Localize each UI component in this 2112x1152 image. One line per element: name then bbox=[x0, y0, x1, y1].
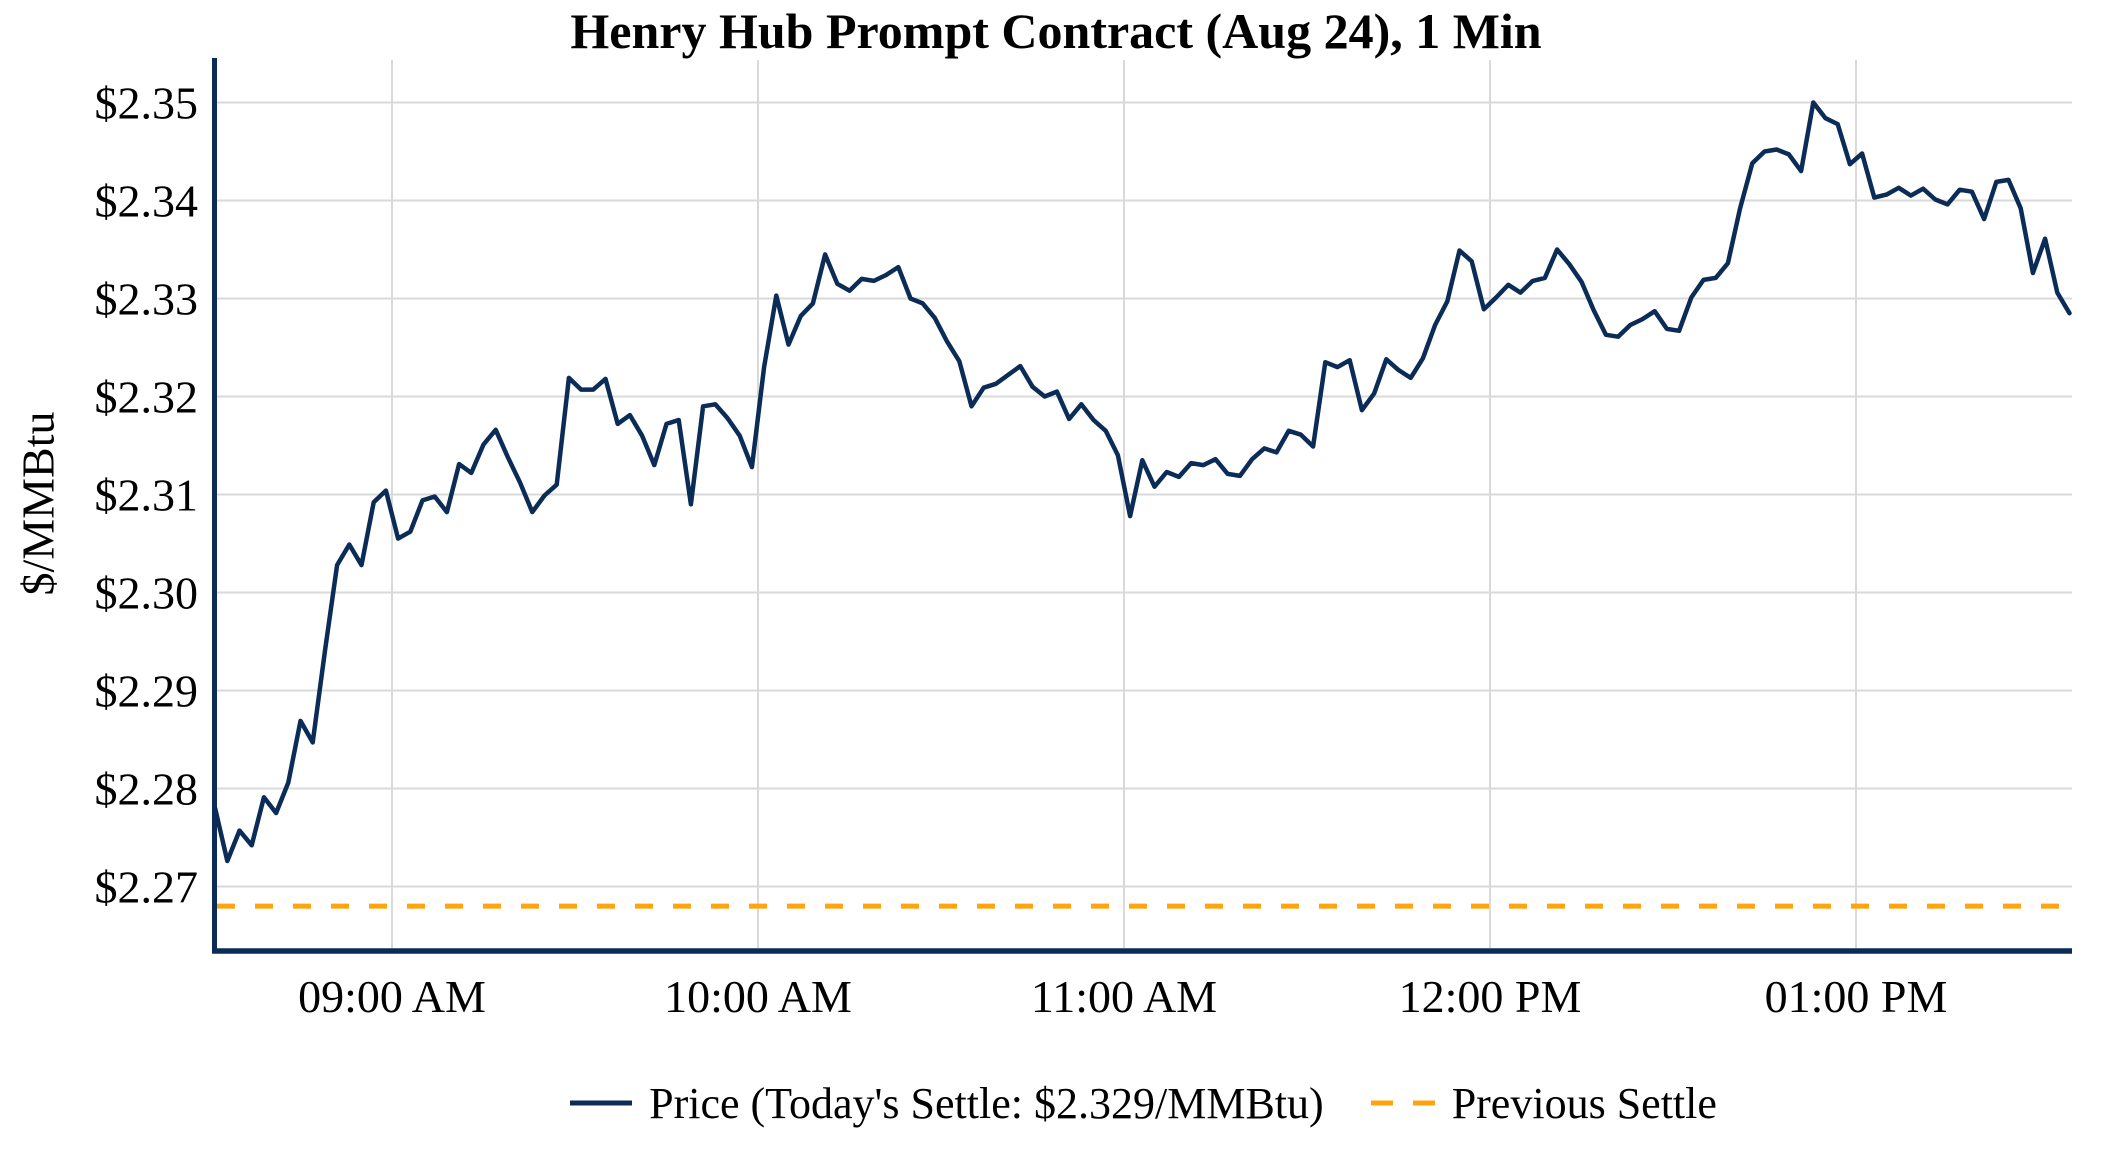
x-tick-label: 12:00 PM bbox=[1399, 971, 1582, 1022]
price-line-swatch bbox=[570, 1100, 633, 1106]
x-tick-label: 11:00 AM bbox=[1031, 971, 1217, 1022]
chart-legend: Price (Today's Settle: $2.329/MMBtu) Pre… bbox=[214, 1068, 2072, 1138]
price-line bbox=[212, 100, 2072, 864]
y-tick-label: $2.27 bbox=[95, 862, 199, 913]
y-tick-label: $2.29 bbox=[95, 666, 199, 717]
y-tick-label: $2.32 bbox=[95, 372, 199, 423]
previous-settle-swatch bbox=[1370, 1100, 1435, 1106]
y-tick-label: $2.28 bbox=[95, 764, 199, 815]
x-tick-label: 09:00 AM bbox=[298, 971, 486, 1022]
y-tick-label: $2.34 bbox=[95, 176, 199, 227]
gridlines bbox=[217, 60, 2072, 948]
y-tick-label: $2.33 bbox=[95, 274, 199, 325]
price-legend-label: Price (Today's Settle: $2.329/MMBtu) bbox=[649, 1078, 1324, 1128]
y-axis-tick-labels: $2.27 $2.28 $2.29 $2.30 $2.31 $2.32 $2.33 $2.34… bbox=[95, 78, 199, 913]
x-tick-label: 01:00 PM bbox=[1765, 971, 1948, 1022]
y-tick-label: $2.30 bbox=[95, 568, 199, 619]
x-tick-label: 10:00 AM bbox=[664, 971, 852, 1022]
axis-spines bbox=[212, 58, 2072, 954]
chart-title: Henry Hub Prompt Contract (Aug 24), 1 Mi… bbox=[570, 3, 1542, 59]
y-tick-label: $2.31 bbox=[95, 470, 199, 521]
previous-settle-legend-label: Previous Settle bbox=[1451, 1078, 1717, 1128]
y-tick-label: $2.35 bbox=[95, 78, 199, 129]
x-axis-tick-labels: 09:00 AM 10:00 AM 11:00 AM 12:00 PM 01:00 PM bbox=[298, 971, 1947, 1022]
